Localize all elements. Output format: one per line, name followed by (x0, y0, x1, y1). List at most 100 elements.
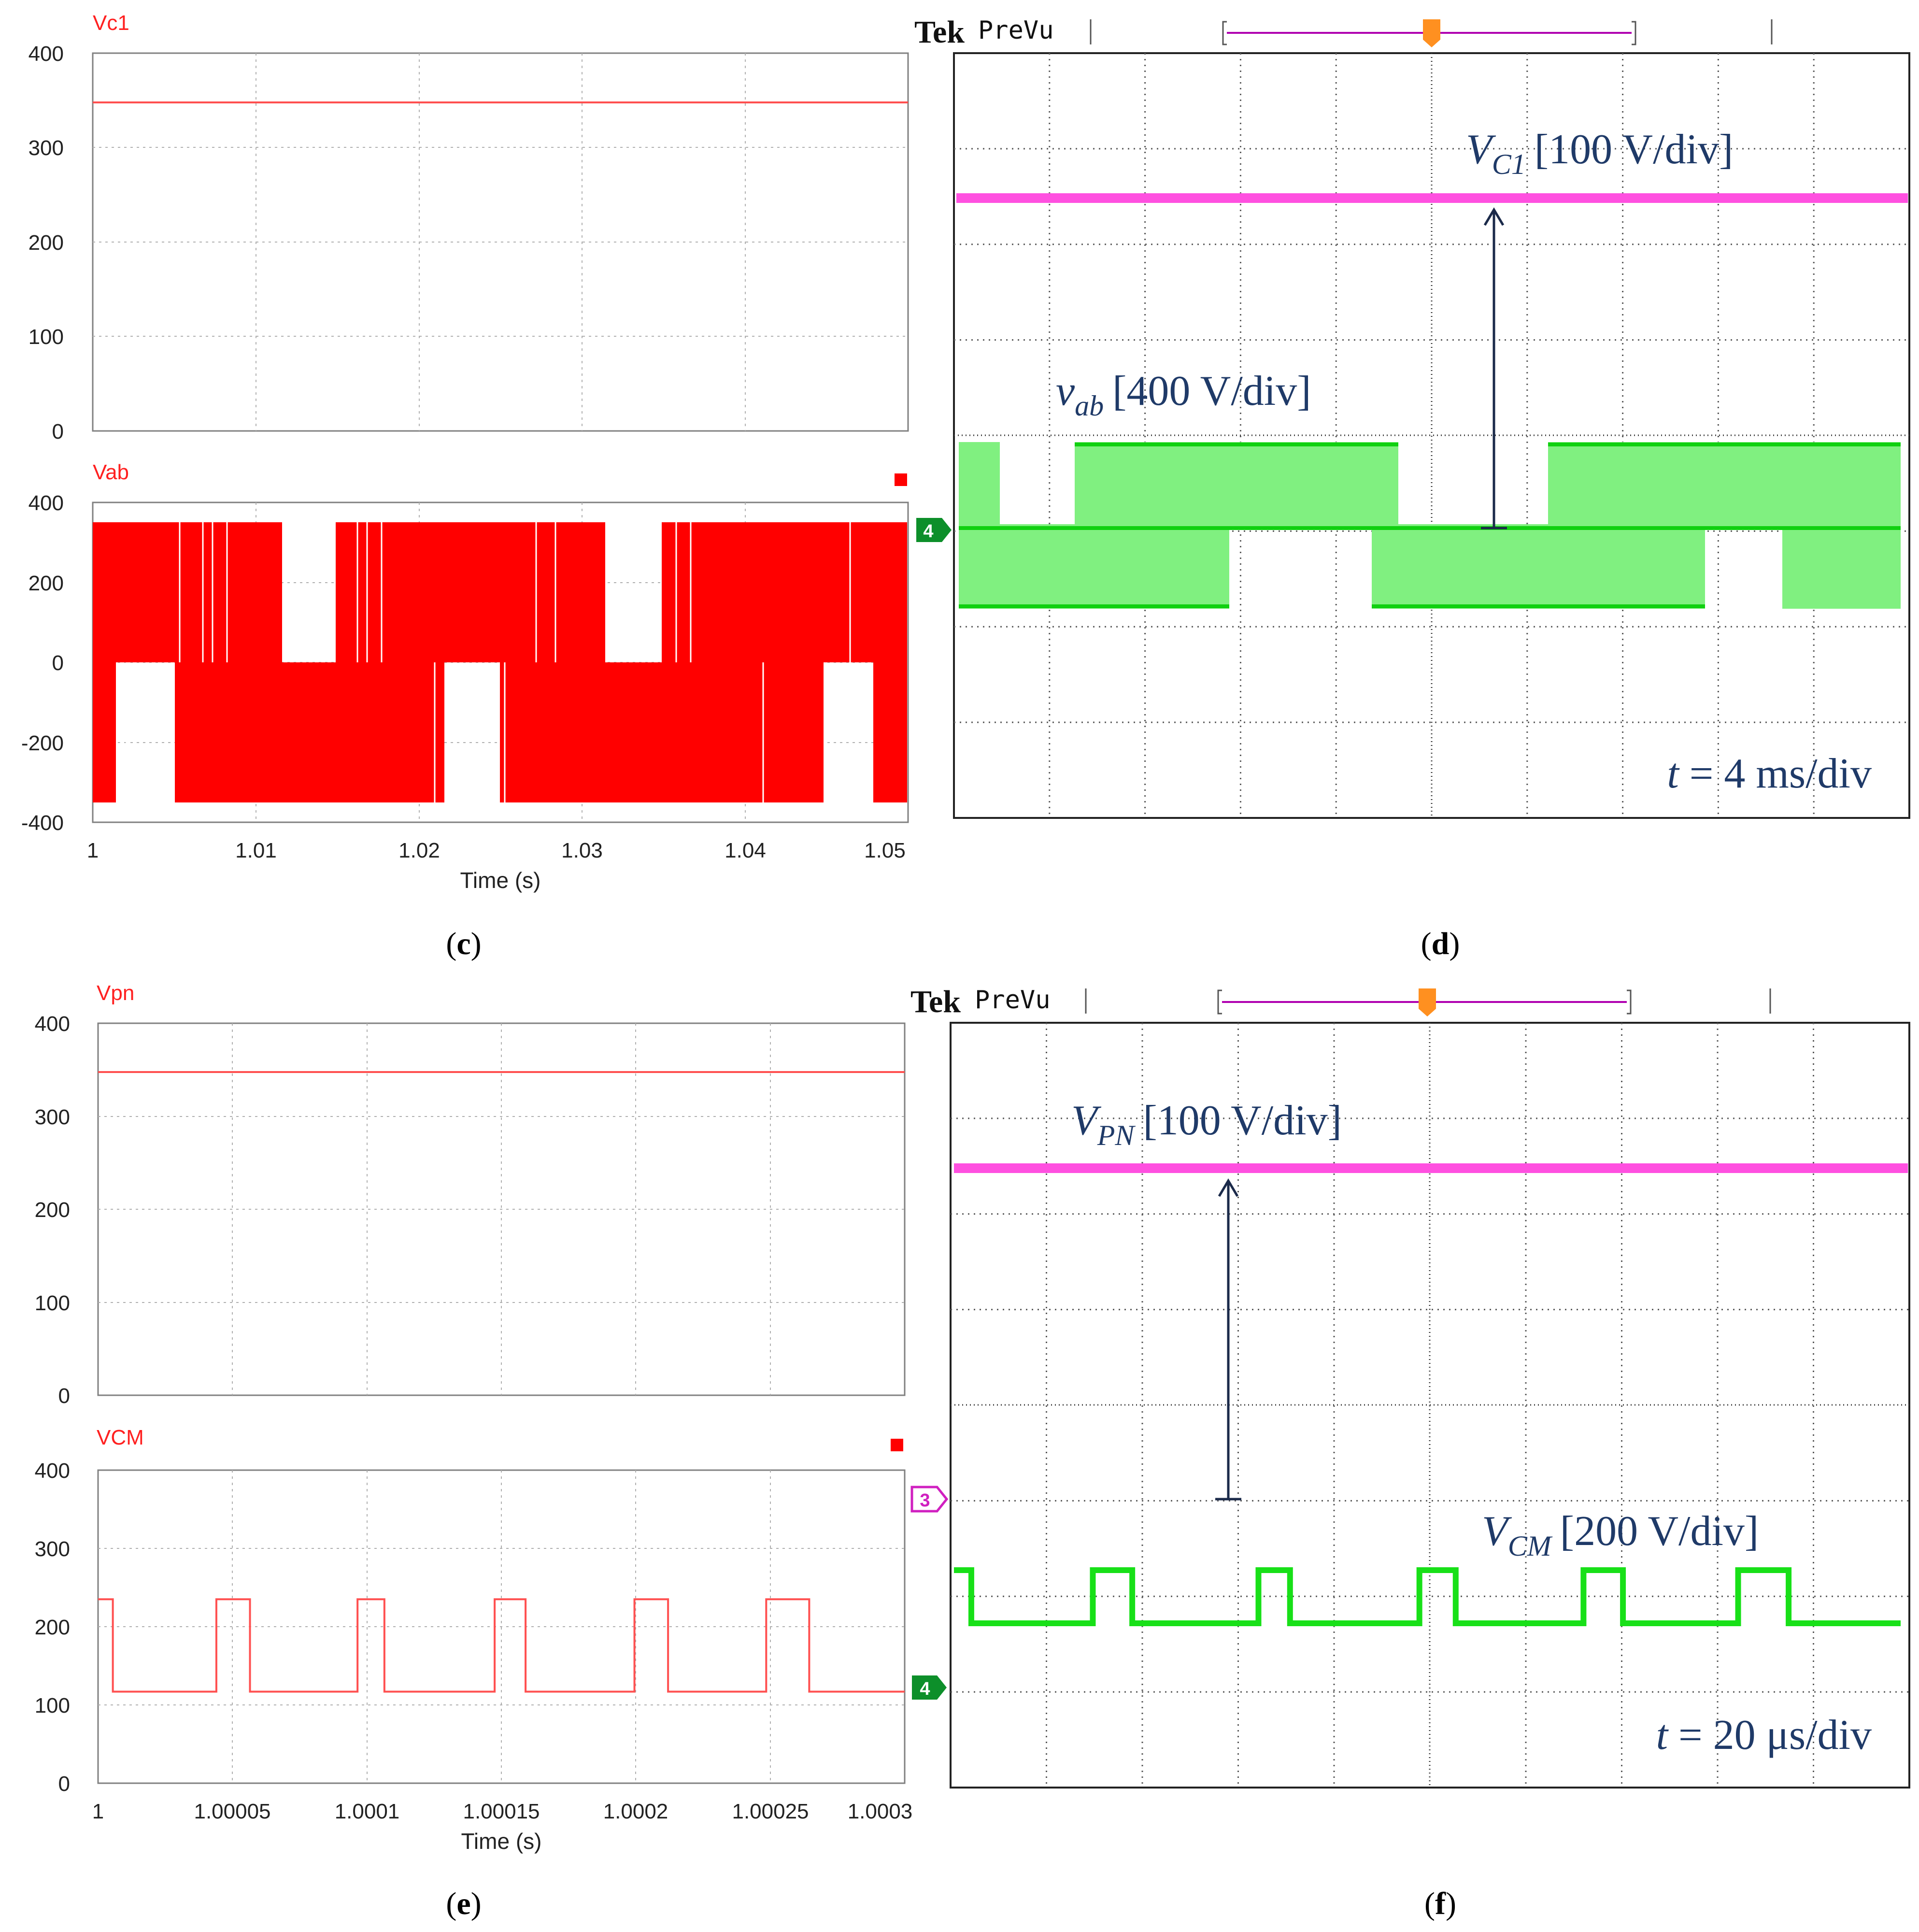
y-tick-label: 300 (35, 1105, 70, 1129)
x-tick-label: 1.00015 (463, 1800, 540, 1823)
vab-pwm-edges (120, 522, 851, 802)
x-axis-label: Time (s) (460, 868, 541, 893)
symbol: V (1482, 1508, 1512, 1555)
vab-y-ticks: 400 200 0 -200 -400 (21, 491, 64, 835)
tek-brand: Tek (910, 984, 961, 1019)
panel-c: Vc1 400 300 200 100 0 Vab (21, 11, 909, 961)
scope-center-axes (951, 1023, 1909, 1788)
y-tick-label: 200 (28, 231, 64, 255)
legend-marker (895, 473, 907, 486)
y-tick-label: 0 (58, 1772, 70, 1796)
ch4-marker-label: 4 (920, 1679, 930, 1699)
y-tick-label: 200 (28, 572, 64, 595)
scale: = 4 ms/div (1679, 750, 1872, 797)
vcm-title: VCM (97, 1426, 144, 1449)
y-tick-label: 0 (52, 420, 64, 444)
y-tick-label: 400 (28, 491, 64, 515)
panel-e: Vpn 400 300 200 100 0 VCM (35, 981, 913, 1921)
caption-e: (e) (446, 1886, 481, 1921)
x-tick-label: 1 (87, 839, 99, 862)
x-tick-label: 1.01 (235, 839, 277, 862)
vc1-scope-label: VC1 [100 V/div] (1466, 126, 1733, 180)
x-tick-label: 1.02 (398, 839, 440, 862)
x-tick-label: 1.0002 (603, 1800, 668, 1823)
vc1-gridlines (93, 53, 908, 431)
vpn-plot: Vpn 400 300 200 100 0 (35, 981, 906, 1408)
subscript: C1 (1492, 148, 1526, 180)
x-tick-label: 1.03 (561, 839, 603, 862)
ch3-marker-label: 3 (920, 1490, 930, 1511)
vc1-y-ticks: 400 300 200 100 0 (28, 42, 64, 444)
ch4-marker-label: 4 (923, 521, 933, 542)
y-tick-label: 400 (35, 1459, 70, 1483)
caption-letter: d (1432, 926, 1450, 961)
vab-scope-trace (959, 442, 1901, 609)
tek-mode: PreVu (975, 986, 1051, 1015)
y-tick-label: -200 (21, 731, 64, 755)
vc1-title: Vc1 (93, 11, 129, 35)
y-tick-label: 300 (35, 1537, 70, 1561)
y-tick-label: 200 (35, 1198, 70, 1222)
scale: [200 V/div] (1560, 1508, 1759, 1555)
tek-mode: PreVu (978, 16, 1054, 45)
tek-brand: Tek (914, 14, 965, 50)
symbol: t (1667, 750, 1680, 797)
caption-letter: e (456, 1886, 470, 1921)
y-tick-label: 0 (58, 1384, 70, 1408)
x-tick-label: 1.0003 (848, 1800, 913, 1823)
caption-f: (f) (1424, 1886, 1456, 1921)
x-tick-label: 1 (92, 1800, 104, 1823)
vcm-y-ticks: 400 300 200 100 0 (35, 1459, 70, 1796)
scale: [400 V/div] (1112, 368, 1311, 415)
caption-d: (d) (1421, 926, 1460, 961)
caption-letter: c (456, 926, 470, 961)
y-tick-label: 100 (35, 1291, 70, 1315)
vpn-title: Vpn (97, 981, 134, 1005)
vcm-gridlines (98, 1470, 905, 1783)
ch3-marker: 3 (910, 1486, 949, 1513)
x-tick-label: 1.0001 (335, 1800, 400, 1823)
vpn-gridlines (98, 1023, 905, 1395)
x-tick-label: 1.05 (864, 839, 906, 862)
vcm-plot: VCM 400 300 200 100 0 1 1.00005 1.0001 (35, 1426, 913, 1854)
x-axis-label: Time (s) (461, 1829, 542, 1854)
vab-x-ticks: 1 1.01 1.02 1.03 1.04 1.05 (87, 839, 906, 862)
subscript: ab (1075, 390, 1104, 422)
timebase-label: t = 4 ms/div (1667, 750, 1872, 797)
vc1-plot: Vc1 400 300 200 100 0 (28, 11, 909, 444)
symbol: t (1656, 1712, 1669, 1759)
scale: [100 V/div] (1143, 1097, 1341, 1144)
vab-scope-label: vab [400 V/div] (1056, 368, 1311, 422)
scale: = 20 μs/div (1668, 1712, 1872, 1759)
y-tick-label: 400 (35, 1012, 70, 1036)
y-tick-label: -400 (21, 811, 64, 835)
caption-c: (c) (446, 926, 481, 961)
y-tick-label: 400 (28, 42, 64, 66)
symbol: V (1466, 126, 1496, 173)
symbol: V (1071, 1097, 1102, 1144)
x-tick-label: 1.04 (725, 839, 766, 862)
subscript: PN (1097, 1119, 1136, 1151)
y-tick-label: 100 (28, 325, 64, 349)
x-tick-label: 1.00005 (194, 1800, 270, 1823)
measurement-arrow (1215, 1178, 1241, 1501)
panel-d: Tek PreVu T (914, 14, 1910, 961)
panel-f: Tek PreVu T 3 4 (910, 984, 1910, 1921)
timebase-label: t = 20 μs/div (1656, 1712, 1872, 1759)
subscript: CM (1508, 1530, 1553, 1562)
vpn-scope-label: VPN [100 V/div] (1071, 1097, 1342, 1151)
scale: [100 V/div] (1535, 126, 1733, 173)
y-tick-label: 100 (35, 1694, 70, 1717)
vpn-y-ticks: 400 300 200 100 0 (35, 1012, 70, 1408)
caption-letter: f (1435, 1886, 1446, 1921)
vab-trace (93, 522, 907, 802)
vcm-trace (98, 1598, 905, 1693)
measurement-arrow (1481, 207, 1507, 530)
x-tick-label: 1.00025 (732, 1800, 809, 1823)
vcm-scope-trace (954, 1567, 1901, 1626)
legend-marker (891, 1439, 903, 1451)
ch4-marker: 4 (916, 518, 952, 542)
y-tick-label: 300 (28, 136, 64, 160)
vab-plot: Vab 400 200 0 -200 -400 (21, 460, 909, 893)
